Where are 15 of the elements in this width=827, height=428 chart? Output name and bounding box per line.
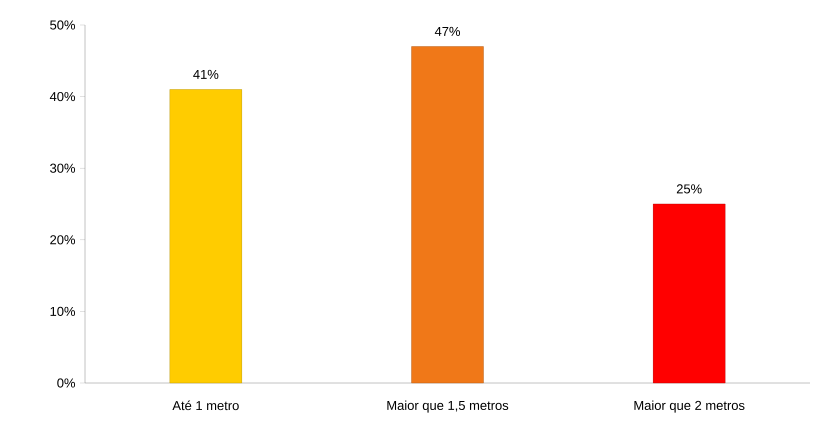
bar [170,89,242,384]
y-tick-label: 20% [50,235,76,244]
y-tick-label: 0% [57,378,76,388]
x-tick-label: Até 1 metro [172,400,239,410]
data-label: 25% [676,184,702,194]
y-tick-label: 40% [50,92,76,102]
data-label: 41% [193,70,218,79]
x-tick-label: Maior que 2 metros [634,400,744,413]
y-tick-label: 50% [50,20,76,30]
y-tick-label: 10% [50,306,76,316]
bar [411,46,484,384]
y-tick-label: 30% [50,164,76,173]
data-label: 47% [434,26,460,36]
bar [652,204,726,384]
x-tick-label: Maior que 1,5 metros [387,400,508,413]
